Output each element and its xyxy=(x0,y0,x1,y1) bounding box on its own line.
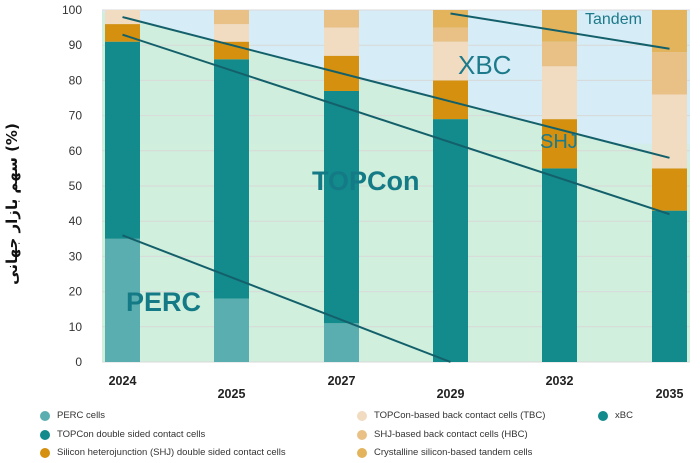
legend-swatch xyxy=(357,447,367,458)
y-axis-ticks: 0 10 20 30 40 50 60 70 80 90 100 xyxy=(62,3,82,369)
trend-lines xyxy=(122,12,670,363)
x-tick-label: 2025 xyxy=(218,387,246,400)
legend-item: TOPCon double sided contact cells xyxy=(40,429,205,440)
trend-line xyxy=(122,234,451,363)
bar-segment xyxy=(105,238,140,362)
bar-segment xyxy=(652,52,687,95)
y-axis-label: سهم بازار جهانی (%) xyxy=(3,123,21,285)
bar-segment xyxy=(214,10,249,25)
y-tick-label: 0 xyxy=(75,355,82,369)
y-tick-label: 10 xyxy=(69,320,83,334)
legend-item: Crystalline silicon-based tandem cells xyxy=(357,447,532,458)
bar-segment xyxy=(433,27,468,42)
legend-swatch xyxy=(357,429,367,440)
legend-swatch xyxy=(598,410,608,421)
trend-line xyxy=(122,16,670,159)
bar-segment xyxy=(214,59,249,299)
bar-segment xyxy=(324,27,359,56)
gridlines xyxy=(102,9,690,363)
trend-line xyxy=(450,12,670,50)
bar-segment xyxy=(542,10,577,42)
region-label: XBC xyxy=(458,50,511,80)
legend-swatch xyxy=(40,447,50,458)
x-tick-label: 2035 xyxy=(656,387,684,400)
stacked-bars xyxy=(105,10,687,362)
bar-segment xyxy=(214,24,249,42)
y-tick-label: 60 xyxy=(69,144,83,158)
y-tick-label: 20 xyxy=(69,285,83,299)
y-tick-label: 100 xyxy=(62,3,82,17)
bar-segment xyxy=(214,41,249,60)
legend-label: SHJ-based back contact cells (HBC) xyxy=(374,429,528,440)
trend-line xyxy=(122,33,670,216)
bar-segment xyxy=(324,323,359,362)
y-tick-label: 40 xyxy=(69,214,83,228)
bar-segment xyxy=(433,10,468,28)
bar-segment xyxy=(324,10,359,28)
legend-swatch xyxy=(40,429,50,440)
region-label: TOPCon xyxy=(312,166,420,196)
legend-label: xBC xyxy=(615,410,633,421)
bar-segment xyxy=(652,94,687,169)
x-axis-ticks: 2024 2025 2027 2029 2032 2035 xyxy=(109,374,684,400)
legend-label: PERC cells xyxy=(57,410,106,421)
bar-segment xyxy=(433,80,468,120)
region-label: PERC xyxy=(126,287,201,317)
region-label: Tandem xyxy=(585,11,642,28)
legend-label: TOPCon double sided contact cells xyxy=(57,429,206,440)
x-tick-label: 2024 xyxy=(109,374,137,388)
y-tick-label: 90 xyxy=(69,38,83,52)
legend-item: TOPCon-based back contact cells (TBC) xyxy=(357,410,545,421)
legend-item: xBC xyxy=(598,410,633,421)
bar-segment xyxy=(652,210,687,362)
legend-label: TOPCon-based back contact cells (TBC) xyxy=(374,410,546,421)
y-tick-label: 30 xyxy=(69,249,83,263)
y-tick-label: 80 xyxy=(69,73,83,87)
bar-segment xyxy=(433,41,468,81)
legend-label: Crystalline silicon-based tandem cells xyxy=(374,447,533,458)
bar-segment xyxy=(652,168,687,211)
bar-segment xyxy=(214,298,249,362)
bar-segment xyxy=(652,10,687,53)
legend-item: Silicon heterojunction (SHJ) double side… xyxy=(40,447,286,458)
region-labels: Tandem XBC SHJ TOPCon PERC xyxy=(126,11,642,317)
bar-segment xyxy=(542,66,577,120)
bar-segment xyxy=(542,168,577,362)
bar-segment xyxy=(105,41,140,239)
bar-segment xyxy=(324,90,359,324)
x-tick-label: 2027 xyxy=(328,374,356,388)
y-tick-label: 70 xyxy=(69,109,83,123)
x-tick-label: 2029 xyxy=(437,387,465,400)
legend-swatch xyxy=(40,410,50,421)
region-label: SHJ xyxy=(540,131,578,153)
legend-label: Silicon heterojunction (SHJ) double side… xyxy=(57,447,286,458)
legend-item: PERC cells xyxy=(40,410,105,421)
legend-swatch xyxy=(357,410,367,421)
legend-item: SHJ-based back contact cells (HBC) xyxy=(357,429,528,440)
bar-segment xyxy=(542,41,577,67)
region-lower xyxy=(102,143,690,362)
x-tick-label: 2032 xyxy=(546,374,574,388)
bar-segment xyxy=(433,119,468,362)
y-tick-label: 50 xyxy=(69,179,83,193)
